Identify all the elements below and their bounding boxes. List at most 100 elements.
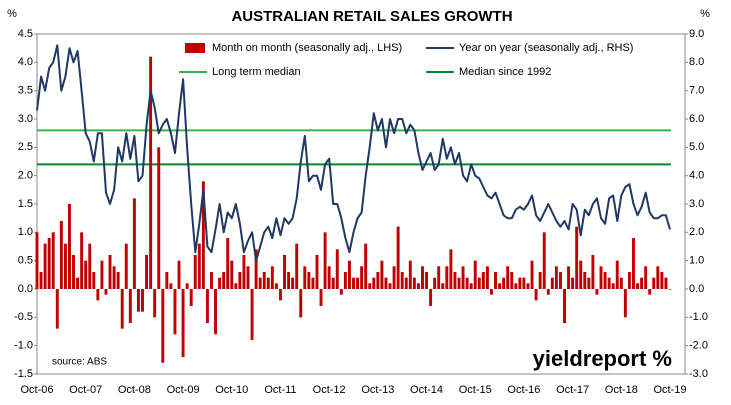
y2-tick-label: 8.0 xyxy=(689,56,704,68)
bar xyxy=(425,272,428,289)
bar xyxy=(433,277,437,289)
bar xyxy=(327,266,331,289)
bar xyxy=(185,283,189,289)
x-tick-label: Oct-12 xyxy=(313,384,346,396)
bar xyxy=(218,277,222,289)
bar xyxy=(611,283,615,289)
bar xyxy=(558,272,562,289)
bar xyxy=(510,272,514,289)
bar xyxy=(575,226,579,289)
bar xyxy=(250,289,254,340)
bar xyxy=(457,277,461,289)
x-tick-label: Oct-14 xyxy=(410,384,443,396)
bar xyxy=(599,266,603,289)
bar xyxy=(473,260,477,289)
bar xyxy=(526,283,530,289)
x-tick-label: Oct-16 xyxy=(507,384,540,396)
bar xyxy=(579,260,583,289)
x-tick-label: Oct-18 xyxy=(605,384,638,396)
bar xyxy=(485,266,489,289)
bar xyxy=(63,243,67,289)
bar xyxy=(518,277,522,289)
bar xyxy=(595,289,599,295)
bar xyxy=(104,289,108,295)
bar xyxy=(437,266,441,289)
bar xyxy=(339,289,343,295)
bar xyxy=(615,260,619,289)
y-tick-label: 2.0 xyxy=(18,170,33,182)
bar xyxy=(567,266,571,289)
y2-tick-label: 6.0 xyxy=(689,113,704,125)
legend-label: Median since 1992 xyxy=(459,66,551,78)
bar xyxy=(481,272,485,289)
bar xyxy=(644,266,648,289)
bar xyxy=(554,266,558,289)
bar xyxy=(490,289,493,295)
bar xyxy=(149,56,153,289)
bar xyxy=(352,277,355,289)
bar xyxy=(453,272,457,289)
bar xyxy=(465,277,469,289)
x-tick-label: Oct-11 xyxy=(264,384,296,396)
chart-title: AUSTRALIAN RETAIL SALES GROWTH xyxy=(231,8,512,25)
bar xyxy=(522,277,526,289)
bar xyxy=(72,255,75,289)
y2-tick-label: 0.0 xyxy=(689,283,704,295)
y2-tick-label: -2.0 xyxy=(689,340,708,352)
y2-tick-label: 5.0 xyxy=(689,141,704,153)
bar xyxy=(563,289,566,323)
x-tick-label: Oct-07 xyxy=(69,384,102,396)
bar xyxy=(343,272,347,289)
source-note: source: ABS xyxy=(52,357,107,368)
bar xyxy=(441,283,445,289)
bar xyxy=(120,289,124,329)
y-tick-label: 0.5 xyxy=(18,255,33,267)
bar xyxy=(242,255,246,289)
y-tick-label: 4.0 xyxy=(18,56,33,68)
bar xyxy=(161,289,165,363)
bar xyxy=(404,277,408,289)
bar xyxy=(262,272,266,289)
bar xyxy=(76,277,80,289)
bar xyxy=(266,277,270,289)
bar xyxy=(636,283,639,289)
bar xyxy=(43,243,47,289)
bar xyxy=(51,232,55,289)
bar xyxy=(201,181,205,289)
bar xyxy=(141,289,144,312)
bar xyxy=(157,147,161,289)
bar xyxy=(254,249,258,289)
bar xyxy=(384,277,388,289)
y2-tick-label: -1.0 xyxy=(689,311,708,323)
bar xyxy=(368,283,372,289)
bar xyxy=(583,272,587,289)
y2-tick-label: 1.0 xyxy=(689,255,704,267)
bar xyxy=(632,238,635,289)
x-tick-label: Oct-17 xyxy=(556,384,589,396)
bar xyxy=(92,272,96,289)
bar xyxy=(449,249,453,289)
bar xyxy=(226,238,230,289)
bar xyxy=(416,283,420,289)
bar xyxy=(291,277,295,289)
bar xyxy=(445,266,449,289)
bar xyxy=(388,283,392,289)
x-tick-label: Oct-13 xyxy=(361,384,394,396)
bar xyxy=(506,266,510,289)
bar xyxy=(372,277,376,289)
x-tick-label: Oct-06 xyxy=(20,384,53,396)
bar xyxy=(648,289,652,295)
y2-tick-label: 3.0 xyxy=(689,198,704,210)
x-tick-label: Oct-10 xyxy=(215,384,248,396)
line xyxy=(36,44,671,262)
bar xyxy=(627,272,631,289)
bar xyxy=(640,277,644,289)
bar xyxy=(303,266,307,289)
bar xyxy=(307,272,311,289)
x-tick-label: Oct-15 xyxy=(459,384,492,396)
y2-axis-label: % xyxy=(700,8,710,20)
bar xyxy=(214,289,217,335)
bar xyxy=(396,226,400,289)
bar xyxy=(84,260,88,289)
x-tick-label: Oct-09 xyxy=(167,384,200,396)
